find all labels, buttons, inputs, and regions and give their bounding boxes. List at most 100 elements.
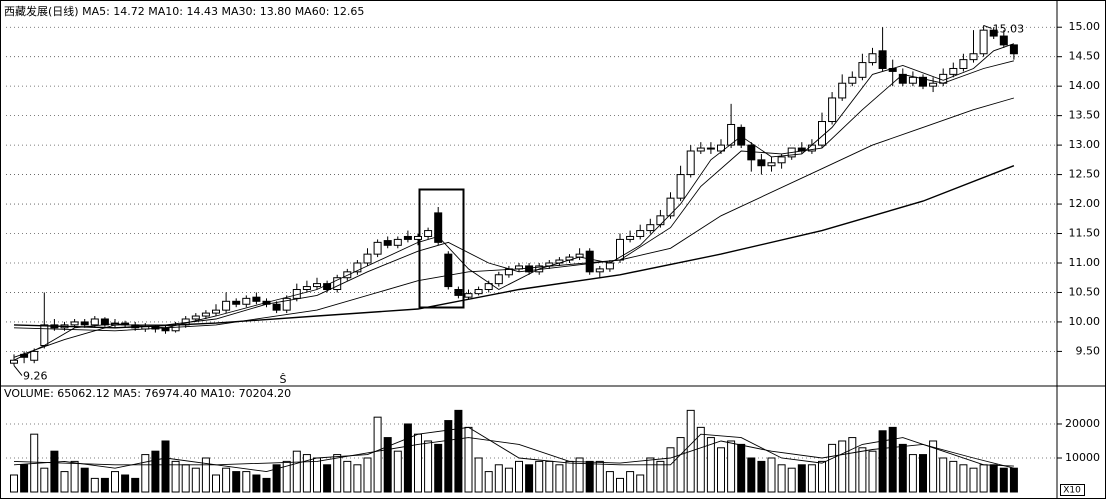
candle-body bbox=[969, 53, 978, 61]
volume-bar bbox=[242, 471, 251, 493]
volume-bar bbox=[151, 450, 160, 493]
candle-body bbox=[858, 62, 867, 78]
volume-bar bbox=[858, 447, 867, 493]
volume-bar bbox=[50, 450, 59, 493]
candle-body bbox=[201, 312, 210, 317]
volume-bar bbox=[525, 464, 534, 493]
volume-bar bbox=[121, 474, 130, 493]
volume-bar bbox=[797, 464, 806, 493]
volume-bar bbox=[626, 471, 635, 493]
candle-body bbox=[868, 53, 877, 64]
volume-bar bbox=[464, 426, 473, 493]
candle-body bbox=[717, 144, 725, 152]
candle-body bbox=[626, 235, 635, 240]
candle-body bbox=[454, 289, 463, 296]
volume-bar bbox=[878, 430, 887, 493]
candle-body bbox=[494, 274, 503, 285]
candle-body bbox=[232, 300, 241, 305]
candle-body bbox=[757, 159, 766, 167]
volume-bar bbox=[504, 467, 513, 493]
volume-bar bbox=[212, 474, 220, 493]
volume-bar bbox=[90, 477, 99, 493]
volume-bar bbox=[141, 454, 150, 493]
candle-body bbox=[919, 76, 927, 87]
volume-bar bbox=[787, 467, 796, 493]
volume-bar bbox=[575, 457, 584, 493]
volume-bar bbox=[939, 457, 948, 493]
candle-body bbox=[696, 147, 705, 152]
highlight-box bbox=[418, 188, 465, 309]
candle-body bbox=[10, 359, 18, 364]
candle-body bbox=[414, 235, 422, 240]
volume-bar bbox=[201, 457, 210, 493]
volume-bar bbox=[595, 460, 604, 493]
candle-body bbox=[848, 76, 857, 84]
volume-bar bbox=[282, 460, 291, 493]
volume-bar bbox=[171, 460, 180, 493]
candle-body bbox=[90, 318, 99, 326]
volume-bar bbox=[989, 464, 998, 493]
volume-bar bbox=[545, 460, 554, 493]
volume-bar bbox=[181, 464, 190, 493]
candle-body bbox=[636, 230, 645, 237]
candle-body bbox=[898, 73, 907, 84]
volume-bar bbox=[535, 460, 544, 493]
y-tick-label: 11.50 bbox=[1069, 227, 1101, 240]
candle-body bbox=[585, 250, 594, 273]
volume-bar bbox=[70, 460, 79, 493]
volume-bar bbox=[111, 471, 119, 493]
volume-bar bbox=[908, 454, 917, 493]
volume-bar bbox=[706, 437, 715, 493]
volume-bar bbox=[403, 423, 412, 493]
volume-bar bbox=[10, 474, 18, 493]
volume-bar bbox=[323, 464, 332, 493]
candle-body bbox=[646, 224, 655, 232]
candle-body bbox=[838, 82, 847, 99]
candle-body bbox=[979, 29, 988, 55]
unit-box bbox=[1060, 484, 1085, 496]
y-tick-label: 10.50 bbox=[1069, 285, 1101, 298]
volume-bar bbox=[414, 433, 422, 493]
volume-bar bbox=[161, 440, 170, 493]
volume-bar bbox=[818, 460, 826, 493]
volume-bar bbox=[919, 454, 927, 493]
volume-bar bbox=[474, 457, 483, 493]
volume-bar bbox=[777, 464, 786, 493]
candle-body bbox=[1009, 44, 1018, 55]
ma-line bbox=[13, 43, 1015, 361]
volume-bar bbox=[100, 477, 109, 493]
y-tick-label: 10.00 bbox=[1069, 315, 1101, 328]
candle-body bbox=[818, 121, 826, 146]
candle-body bbox=[444, 253, 453, 288]
volume-bar bbox=[515, 460, 523, 493]
candle-body bbox=[222, 300, 231, 311]
candle-body bbox=[20, 353, 29, 358]
candle-body bbox=[999, 35, 1008, 46]
volume-bar bbox=[262, 477, 271, 493]
candle-body bbox=[242, 297, 251, 305]
candle-body bbox=[191, 315, 200, 320]
volume-bar bbox=[494, 464, 503, 493]
volume-bar bbox=[838, 440, 847, 493]
volume-bar bbox=[605, 471, 614, 493]
volume-bar bbox=[979, 464, 988, 493]
candle-body bbox=[393, 238, 402, 246]
low-label: 9.26 bbox=[23, 370, 48, 383]
candle-body bbox=[666, 197, 675, 217]
marker: Ŝ bbox=[280, 373, 287, 386]
volume-header: VOLUME: 65062.12 MA5: 76974.40 MA10: 702… bbox=[4, 387, 291, 400]
candle-body bbox=[30, 350, 39, 361]
candle-body bbox=[403, 235, 412, 240]
volume-bar bbox=[302, 454, 311, 493]
candle-body bbox=[949, 67, 958, 75]
volume-bar bbox=[666, 447, 675, 493]
volume-bar bbox=[676, 437, 685, 493]
candle-body bbox=[989, 29, 998, 37]
price-header: 西藏发展(日线) MA5: 14.72 MA10: 14.43 MA30: 13… bbox=[4, 4, 364, 18]
volume-bar bbox=[636, 474, 645, 493]
candle-body bbox=[484, 283, 493, 291]
volume-bar bbox=[747, 457, 756, 493]
candle-body bbox=[706, 147, 715, 150]
volume-bar bbox=[131, 477, 140, 493]
